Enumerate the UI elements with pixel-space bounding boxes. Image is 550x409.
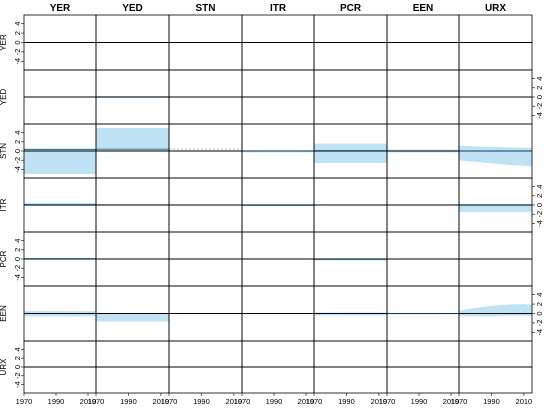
band-r5-c6 (459, 304, 532, 317)
row-label-stn: STN (0, 143, 8, 159)
y-tick-label-r5-0: 4 (535, 293, 544, 297)
x-tick-label-c4-2: 2010 (371, 397, 388, 406)
y-tick-label-r6-0: 4 (13, 347, 22, 351)
band-r5-c1 (96, 313, 169, 322)
x-tick-label-c5-1: 1990 (411, 397, 428, 406)
x-tick-label-c2-0: 1970 (161, 397, 178, 406)
column-title-een: EEN (413, 3, 434, 14)
x-tick-label-c3-2: 2010 (298, 397, 315, 406)
x-tick-label-c0-1: 1990 (48, 397, 65, 406)
y-tick-label-r5-4: -4 (535, 329, 544, 336)
y-tick-label-r1-1: 2 (535, 86, 544, 90)
y-tick-label-r2-3: -2 (13, 157, 22, 164)
y-tick-label-r4-0: 4 (13, 239, 22, 243)
x-tick-label-c1-2: 2010 (153, 397, 170, 406)
x-tick-label-c5-0: 1970 (379, 397, 396, 406)
y-tick-label-r3-3: -2 (535, 211, 544, 218)
x-tick-label-c2-2: 2010 (226, 397, 243, 406)
y-tick-label-r2-4: -4 (13, 166, 22, 173)
column-title-yed: YED (122, 3, 143, 14)
band-r2-c1 (96, 128, 169, 151)
y-tick-label-r1-3: -2 (535, 103, 544, 110)
y-tick-label-r6-4: -4 (13, 381, 22, 388)
band-r5-c4 (314, 312, 387, 316)
column-title-pcr: PCR (340, 3, 362, 14)
y-tick-label-r4-2: 0 (13, 257, 22, 261)
x-tick-label-c3-1: 1990 (266, 397, 283, 406)
x-tick-label-c4-1: 1990 (338, 397, 355, 406)
y-tick-label-r3-1: 2 (535, 194, 544, 198)
y-tick-label-r0-3: -2 (13, 49, 22, 56)
y-tick-label-r6-3: -2 (13, 372, 22, 379)
y-tick-label-r4-4: -4 (13, 274, 22, 281)
y-tick-label-r0-0: 4 (13, 22, 22, 26)
x-tick-label-c3-0: 1970 (234, 397, 251, 406)
y-tick-label-r5-3: -2 (535, 320, 544, 327)
y-tick-label-r3-0: 4 (535, 185, 544, 189)
y-tick-label-r6-1: 2 (13, 356, 22, 360)
y-tick-label-r1-4: -4 (535, 112, 544, 119)
band-r2-c4 (314, 143, 387, 163)
x-tick-label-c1-1: 1990 (120, 397, 137, 406)
row-label-itr: ITR (0, 198, 8, 211)
row-label-yed: YED (0, 89, 8, 106)
y-tick-label-r2-0: 4 (13, 131, 22, 135)
band-r2-c0 (24, 148, 96, 174)
y-tick-label-r0-2: 0 (13, 40, 22, 44)
row-label-pcr: PCR (0, 250, 8, 267)
x-tick-label-c6-2: 2010 (516, 397, 533, 406)
y-tick-label-r6-2: 0 (13, 365, 22, 369)
row-label-urx: URX (0, 358, 8, 376)
x-tick-label-c6-0: 1970 (451, 397, 468, 406)
column-title-itr: ITR (270, 3, 287, 14)
row-label-yer: YER (0, 34, 8, 51)
y-tick-label-r5-2: 0 (535, 311, 544, 315)
y-tick-label-r1-0: 4 (535, 77, 544, 81)
y-tick-label-r2-2: 0 (13, 149, 22, 153)
y-tick-label-r2-1: 2 (13, 140, 22, 144)
x-tick-label-c6-1: 1990 (483, 397, 500, 406)
y-tick-label-r5-1: 2 (535, 302, 544, 306)
y-tick-label-r0-1: 2 (13, 31, 22, 35)
x-tick-label-c5-2: 2010 (443, 397, 460, 406)
column-title-yer: YER (50, 3, 71, 14)
x-tick-label-c0-2: 2010 (80, 397, 97, 406)
band-r2-c6 (459, 145, 532, 167)
y-tick-label-r4-1: 2 (13, 248, 22, 252)
column-title-stn: STN (196, 3, 216, 14)
band-r3-c6 (459, 204, 532, 212)
y-tick-label-r0-4: -4 (13, 58, 22, 65)
y-tick-label-r4-3: -2 (13, 265, 22, 272)
x-tick-label-c2-1: 1990 (193, 397, 210, 406)
panel-r6-c6 (458, 340, 533, 394)
y-tick-label-r3-2: 0 (535, 203, 544, 207)
y-tick-label-r1-2: 0 (535, 95, 544, 99)
x-tick-label-c0-0: 1970 (16, 397, 33, 406)
row-label-een: EEN (0, 305, 8, 322)
x-tick-label-c4-0: 1970 (306, 397, 323, 406)
y-tick-label-r3-4: -4 (535, 220, 544, 227)
x-tick-label-c1-0: 1970 (88, 397, 105, 406)
column-title-urx: URX (485, 3, 506, 14)
